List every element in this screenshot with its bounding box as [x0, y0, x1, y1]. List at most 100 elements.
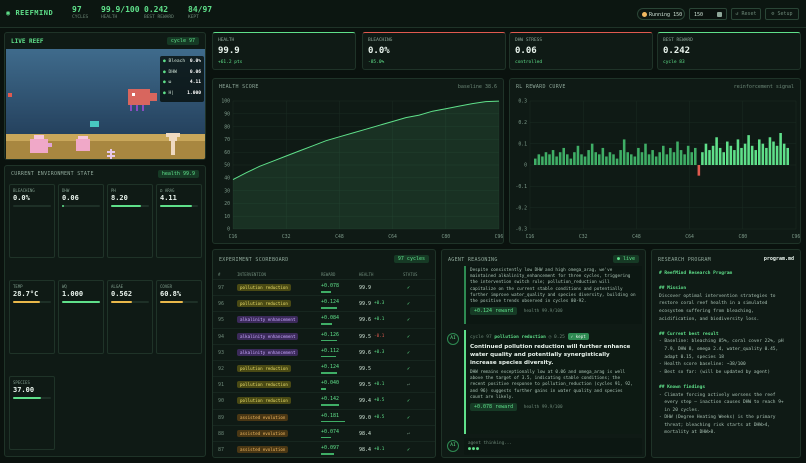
row-number: 95: [218, 317, 225, 324]
row-status: ✓: [407, 333, 411, 340]
metric-value: 99.9: [218, 46, 240, 56]
program-content: # ReefMind Research Program ## Mission Dis…: [659, 270, 796, 437]
prev-reasoning-text: Despite consistently low DHW and high om…: [470, 268, 636, 305]
health-chart-note: baseline 38.6: [457, 84, 497, 90]
agent-avatar: AI: [447, 333, 459, 345]
x-tick-label: C16: [229, 234, 238, 240]
table-row[interactable]: 87 assisted evolution +0.097 98.4 +0.1 ✓: [213, 441, 435, 457]
scoreboard-title: EXPERIMENT SCOREBOARD: [219, 257, 289, 263]
reward-bar: [701, 152, 704, 165]
header-stat: 97 CYCLES: [72, 5, 88, 20]
reward-bar: [658, 152, 661, 165]
metric-value: 0.06: [515, 46, 537, 56]
program-title: RESEARCH PROGRAM: [658, 257, 711, 263]
program-line: - DHW (Degree Heating Weeks) is the prim…: [659, 415, 776, 421]
reward-bar: [736, 139, 740, 165]
env-cell-bar-fill: [62, 205, 64, 207]
intervention-tag: assisted evolution: [237, 413, 289, 421]
row-reward: +0.112: [321, 347, 340, 354]
y-tick-label: 30: [224, 188, 230, 194]
reward-bar: [782, 143, 786, 165]
env-cell-label: PH: [111, 188, 116, 193]
reward-bar: [619, 150, 622, 165]
env-cell-value: 4.11: [160, 194, 177, 202]
reward-bar: [583, 156, 587, 165]
scoreboard-badge: 97 cycles: [393, 255, 429, 263]
reward-bar: [580, 154, 583, 165]
table-row[interactable]: 94 alkalinity enhancement +0.126 99.5 -0.1 ✓: [213, 327, 435, 344]
intervention-tag: pollution reduction: [237, 284, 291, 291]
y-tick-label: 20: [224, 201, 230, 207]
row-status: ✓: [407, 366, 411, 372]
overlay-dot-icon: ●: [163, 80, 169, 85]
reward-bar: [672, 152, 676, 165]
live-badge: ● live: [612, 255, 639, 263]
agent-avatar-thinking: AI: [447, 440, 459, 452]
table-row[interactable]: 91 pollution reduction +0.040 99.5 +0.1 ↩: [213, 376, 435, 392]
reward-badge: +0.078 reward: [470, 403, 518, 412]
program-line: threat; bleaching risk starts at DHW>4,: [659, 422, 771, 428]
row-reward-bar: [321, 323, 332, 325]
env-cell-value: 0.562: [111, 290, 133, 298]
row-health-delta: +0.1: [374, 447, 385, 452]
row-reward-bar: [321, 420, 345, 423]
program-line: 7.9, DHW 8, omega 2.4, water_quality 0.4…: [659, 346, 779, 352]
reward-bar: [630, 154, 633, 165]
reef-overlay-row: ● ω 4.11: [163, 80, 201, 85]
x-tick-label: C80: [738, 234, 747, 240]
metric-card-health: HEALTH 99.9 +61.2 pts: [212, 32, 356, 70]
header-stat-label: CYCLES: [72, 15, 89, 20]
env-cell-label: ALGAE: [111, 284, 124, 289]
current-reasoning-card: cycle 97 pollution reduction ◷ 0.25 ✓ ke…: [464, 330, 642, 434]
reward-bar: [594, 152, 597, 165]
x-tick-label: C32: [282, 234, 291, 240]
reward-bar: [761, 143, 765, 165]
env-cell-bar: [111, 301, 149, 303]
metric-label: DHW STRESS: [515, 38, 543, 43]
prev-health: health 99.9/100: [523, 309, 563, 315]
reward-bar: [647, 154, 651, 165]
row-reward: +0.124: [321, 364, 340, 370]
metric-label: BLEACHING: [368, 38, 393, 43]
table-row[interactable]: 88 assisted evolution +0.074 98.4 ↩: [213, 424, 435, 441]
reward-bar: [758, 139, 761, 165]
env-cell-algae: ALGAE 0.562: [107, 280, 153, 354]
env-cell-arag: Ω ARAG 4.11: [156, 184, 202, 258]
y-tick-label: 50: [224, 163, 230, 169]
table-row[interactable]: 93 alkalinity enhancement +0.112 99.6 +0.3 ✓: [213, 343, 435, 360]
table-row[interactable]: 97 pollution reduction +0.078 99.9 ✓: [213, 279, 435, 295]
table-row[interactable]: 92 pollution reduction +0.124 99.5 ✓: [213, 360, 435, 376]
reward-bar: [754, 150, 757, 165]
reward-bar: [544, 152, 548, 165]
row-number: 97: [218, 285, 225, 291]
table-row[interactable]: 89 assisted evolution +0.181 99.0 +0.5 ✓: [213, 408, 435, 425]
reward-bar: [633, 156, 637, 165]
y-tick-label: 70: [224, 137, 230, 143]
brand-dot-icon: ◉: [6, 9, 11, 17]
row-intervention: alkalinity enhancement: [237, 348, 299, 356]
x-tick-label: C32: [579, 234, 588, 240]
reward-bar: [548, 154, 551, 165]
row-reward-bar: [321, 339, 338, 342]
row-intervention: assisted evolution: [237, 429, 289, 437]
row-health-delta: -0.1: [374, 333, 385, 339]
env-cell-bar: [160, 205, 198, 207]
row-reward: +0.126: [321, 331, 340, 338]
program-file[interactable]: program.md: [763, 256, 794, 262]
x-tick-label: C80: [441, 234, 450, 240]
stop-icon[interactable]: [717, 12, 722, 17]
table-row[interactable]: 90 pollution reduction +0.142 99.4 +0.5 ✓: [213, 392, 435, 408]
x-tick-label: C48: [335, 234, 344, 240]
reward-bar: [537, 154, 541, 165]
header-stat-value: 99.9/100: [101, 5, 140, 14]
reset-button[interactable]: ↺ Reset: [731, 8, 761, 20]
setup-button[interactable]: ⚙ Setup: [765, 8, 799, 20]
prev-reasoning-card: Despite consistently low DHW and high om…: [464, 266, 642, 324]
cycles-input[interactable]: 150: [689, 8, 727, 20]
reasoning-health: health 99.9/100: [523, 405, 563, 411]
row-number: 94: [218, 333, 225, 340]
program-heading: # ReefMind Research Program: [659, 271, 733, 276]
table-row[interactable]: 96 pollution reduction +0.124 99.9 +0.3 ✓: [213, 295, 435, 311]
table-row[interactable]: 95 alkalinity enhancement +0.084 99.6 +0.1 ✓: [213, 311, 435, 327]
env-cell-bleaching: BLEACHING 0.0%: [9, 184, 55, 258]
